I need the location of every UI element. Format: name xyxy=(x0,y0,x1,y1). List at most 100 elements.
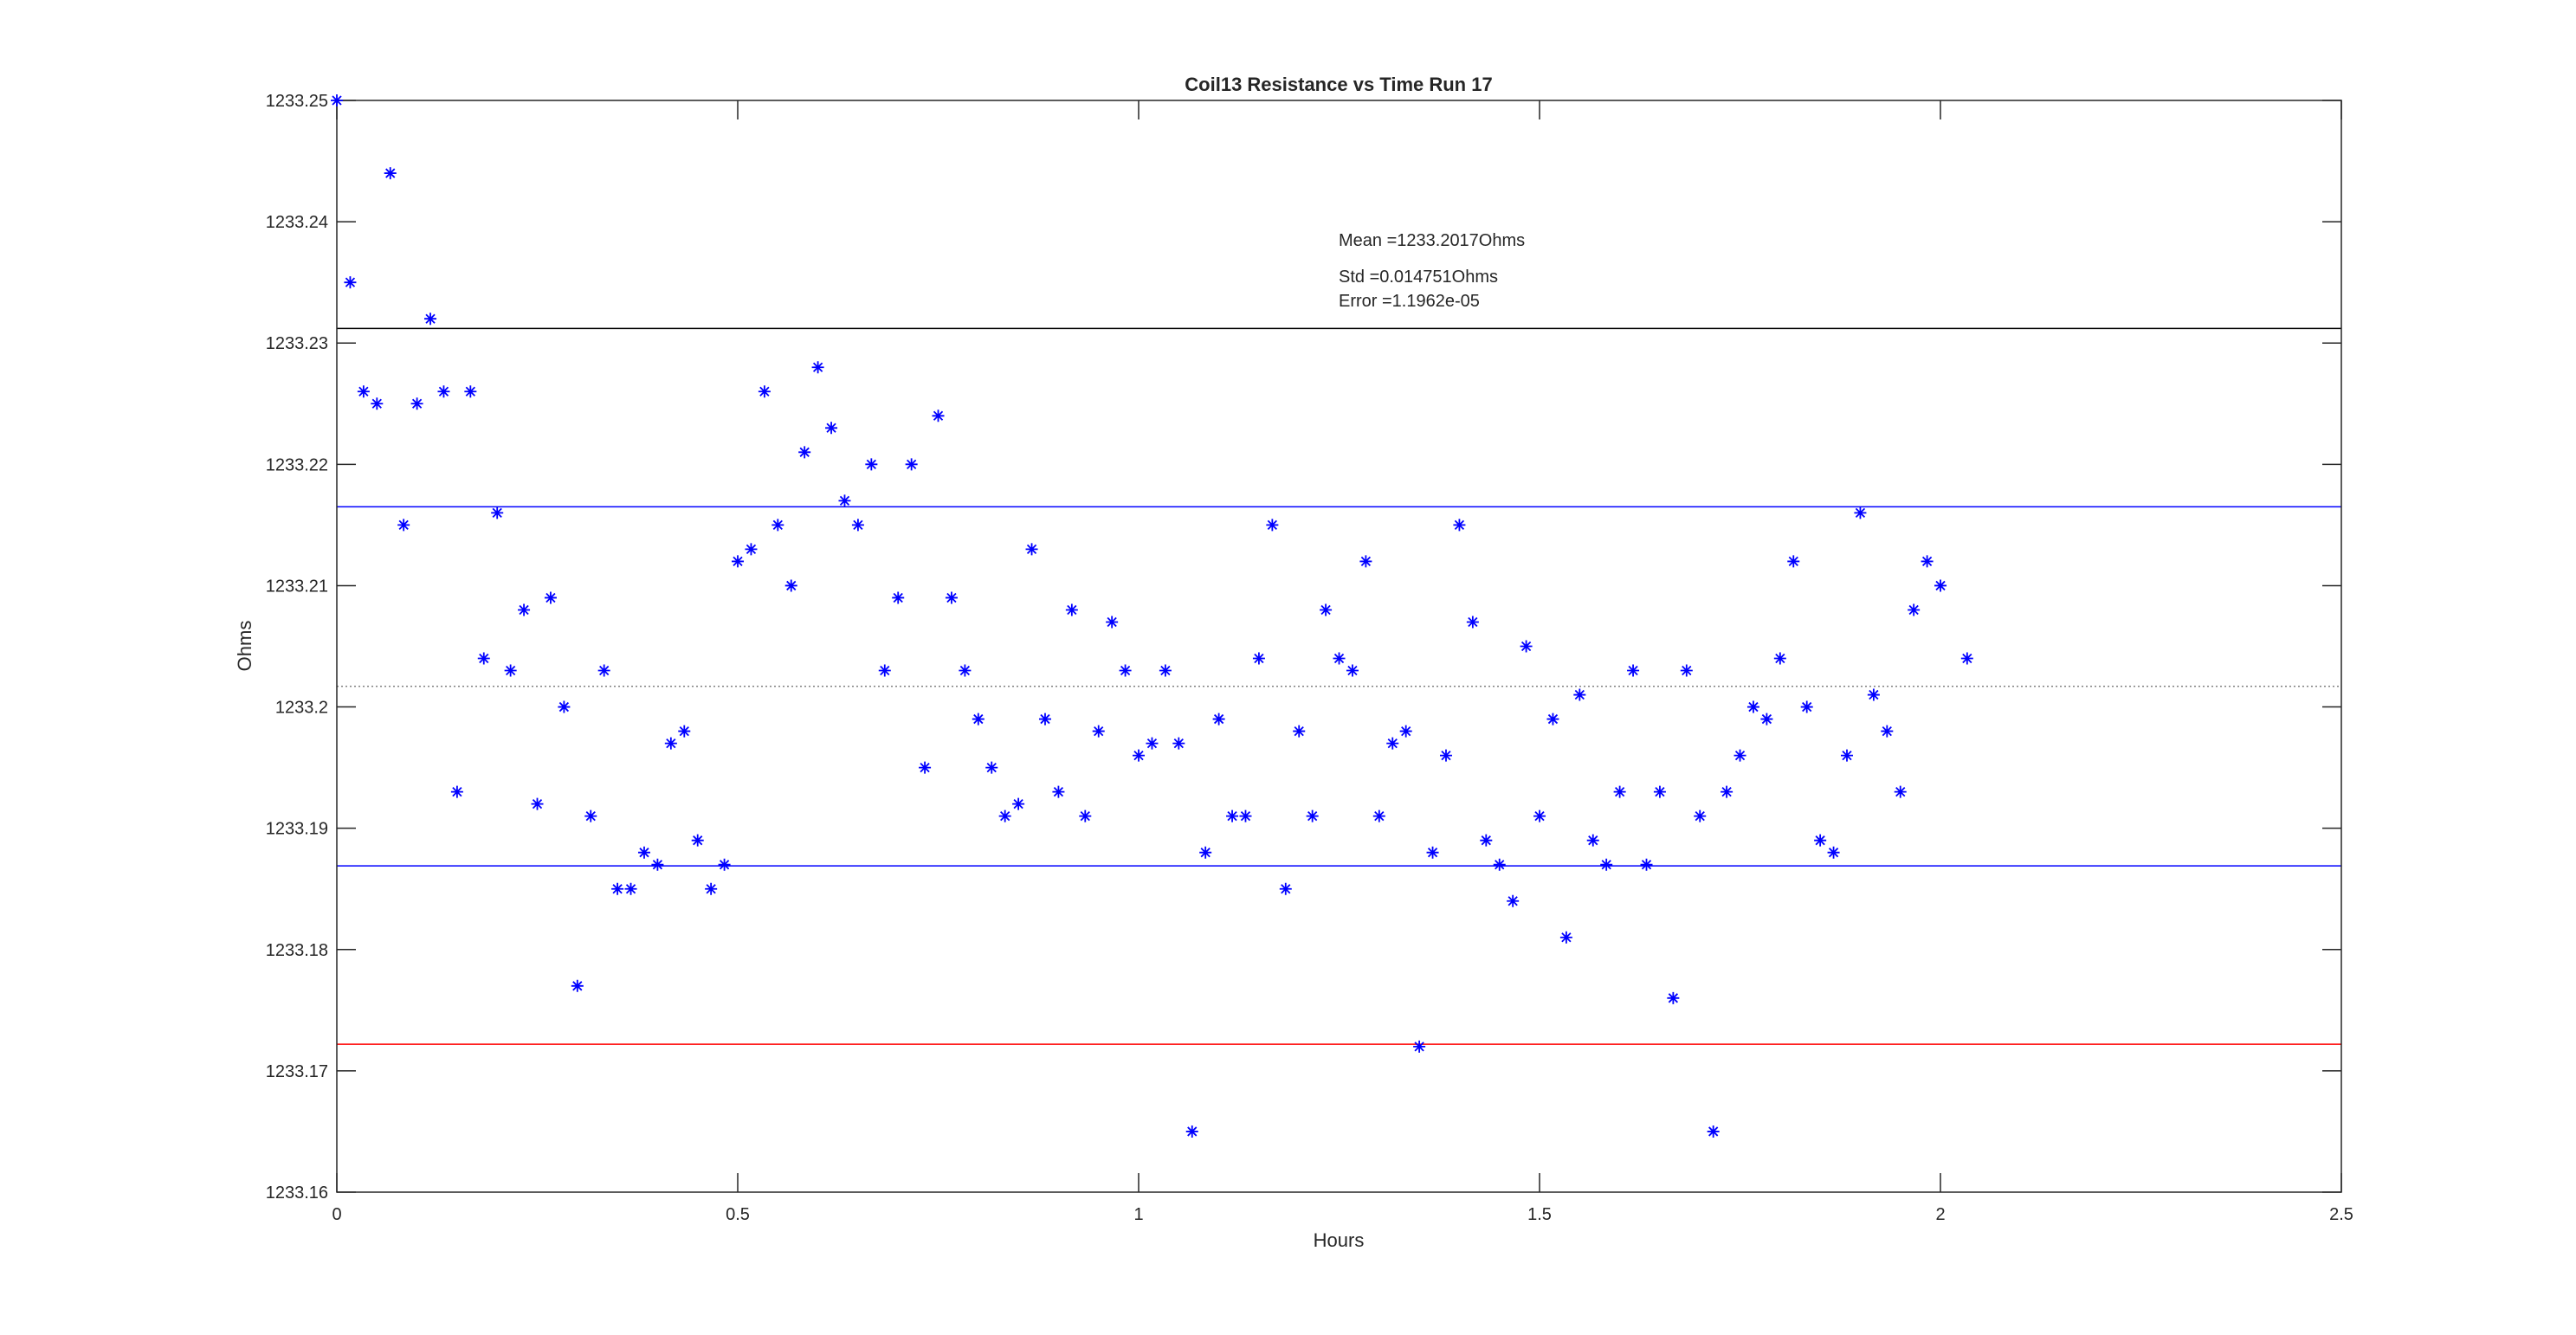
data-point xyxy=(691,834,704,847)
error-annotation: Error =1.1962e-05 xyxy=(1339,292,1480,311)
data-point xyxy=(1908,603,1921,616)
data-point xyxy=(851,519,864,532)
data-point xyxy=(1559,931,1572,944)
data-point xyxy=(825,422,838,435)
y-tick-label: 1233.22 xyxy=(266,455,328,474)
data-point xyxy=(1320,603,1333,616)
y-axis-label: Ohms xyxy=(234,621,255,672)
data-point xyxy=(344,276,357,289)
data-point xyxy=(1934,579,1947,592)
data-point xyxy=(624,882,637,895)
data-point xyxy=(1827,846,1840,859)
data-point xyxy=(758,385,771,398)
data-point xyxy=(1746,700,1759,713)
data-point xyxy=(1212,713,1225,726)
data-point xyxy=(397,519,410,532)
data-point xyxy=(491,506,504,519)
data-point xyxy=(919,761,932,774)
data-point xyxy=(450,785,463,798)
data-point xyxy=(611,882,624,895)
data-point xyxy=(1172,737,1185,750)
data-point xyxy=(905,458,918,471)
x-tick-label: 2.5 xyxy=(2329,1205,2353,1224)
data-point xyxy=(1894,785,1907,798)
data-point xyxy=(1520,640,1533,653)
data-point xyxy=(1065,603,1078,616)
data-point xyxy=(1546,713,1559,726)
data-point xyxy=(1694,809,1707,822)
data-point xyxy=(1721,785,1733,798)
data-point xyxy=(1106,616,1119,629)
data-point xyxy=(1640,858,1653,871)
data-point xyxy=(1426,846,1439,859)
data-point xyxy=(1787,555,1800,568)
chart-title: Coil13 Resistance vs Time Run 17 xyxy=(1185,74,1492,95)
data-point xyxy=(1841,749,1853,762)
x-axis-label: Hours xyxy=(1314,1229,1365,1251)
data-point xyxy=(1386,737,1399,750)
y-tick-label: 1233.17 xyxy=(266,1062,328,1081)
data-point xyxy=(1533,809,1546,822)
data-point xyxy=(1760,713,1773,726)
data-point xyxy=(571,979,584,992)
data-point xyxy=(811,361,824,374)
data-point xyxy=(1293,725,1306,738)
data-point xyxy=(998,809,1011,822)
x-tick-label: 0 xyxy=(332,1205,341,1224)
data-point xyxy=(798,446,811,459)
data-point xyxy=(1439,749,1452,762)
data-point xyxy=(331,94,343,106)
data-point xyxy=(637,846,650,859)
data-point xyxy=(959,664,972,677)
data-point xyxy=(1667,991,1680,1004)
data-point xyxy=(1199,846,1212,859)
data-point xyxy=(1627,664,1640,677)
data-point xyxy=(1359,555,1372,568)
data-point xyxy=(1025,543,1038,556)
data-point xyxy=(1399,725,1412,738)
data-point xyxy=(384,167,397,180)
std-annotation: Std =0.014751Ohms xyxy=(1339,268,1498,287)
data-point xyxy=(357,385,370,398)
data-point xyxy=(985,761,998,774)
data-point xyxy=(1586,834,1599,847)
data-point xyxy=(1092,725,1105,738)
data-point xyxy=(1680,664,1693,677)
data-point xyxy=(1266,519,1279,532)
y-tick-label: 1233.16 xyxy=(266,1183,328,1203)
data-point xyxy=(1333,652,1346,665)
data-point xyxy=(664,737,677,750)
data-point xyxy=(544,591,557,604)
data-point xyxy=(1146,737,1159,750)
x-tick-label: 2 xyxy=(1935,1205,1945,1224)
data-point xyxy=(1453,519,1466,532)
data-point xyxy=(1119,664,1132,677)
data-point xyxy=(464,385,477,398)
data-point xyxy=(932,410,945,422)
data-point xyxy=(1038,713,1051,726)
data-point xyxy=(1600,858,1613,871)
data-point xyxy=(1372,809,1385,822)
data-point xyxy=(1079,809,1092,822)
data-point xyxy=(437,385,450,398)
data-point xyxy=(892,591,905,604)
data-point xyxy=(1133,749,1146,762)
data-point xyxy=(1279,882,1292,895)
y-tick-label: 1233.21 xyxy=(266,577,328,596)
data-point xyxy=(1346,664,1359,677)
data-point xyxy=(772,519,784,532)
data-point xyxy=(1012,797,1025,810)
data-point xyxy=(584,809,597,822)
data-point xyxy=(518,603,531,616)
data-point xyxy=(1306,809,1319,822)
data-point xyxy=(1493,858,1506,871)
data-point xyxy=(1800,700,1813,713)
data-point xyxy=(1159,664,1172,677)
data-point xyxy=(597,664,610,677)
data-point xyxy=(1653,785,1666,798)
data-point xyxy=(784,579,797,592)
y-tick-label: 1233.18 xyxy=(266,941,328,960)
data-point xyxy=(410,397,423,410)
x-tick-label: 0.5 xyxy=(726,1205,750,1224)
